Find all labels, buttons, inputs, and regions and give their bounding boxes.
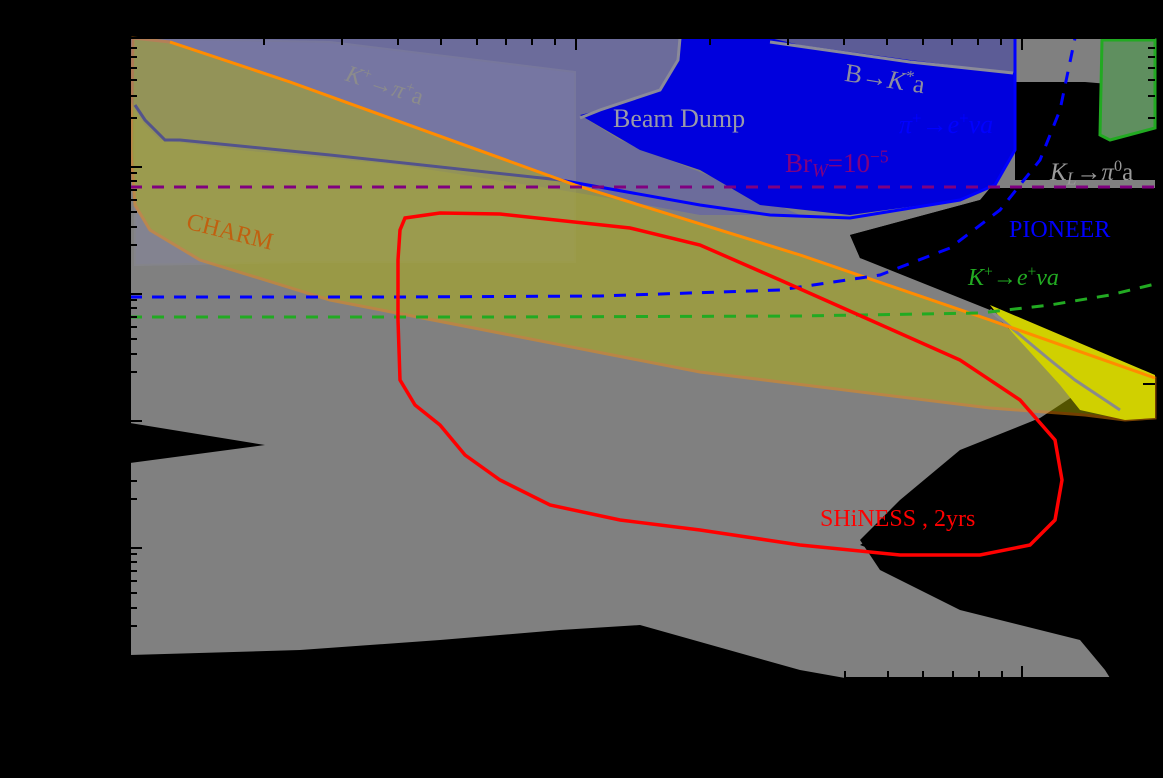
y-axis-ticks <box>130 47 142 627</box>
pi-charge: + <box>912 108 922 128</box>
b-kstar-a-region <box>770 38 1015 73</box>
pi-e-nu-a-boundary <box>133 38 1017 220</box>
black-cavity-2 <box>860 420 1155 640</box>
b-kstar-a-edge <box>769 40 1014 75</box>
x-axis-ticks-top <box>263 38 1023 50</box>
e-charge: + <box>959 108 969 128</box>
arrow: → <box>992 265 1017 291</box>
e-charge: + <box>1027 263 1037 281</box>
label-k-e-nu-a: K+→e+νa <box>968 263 1059 291</box>
x-axis-ticks-bottom <box>844 666 1023 678</box>
black-cavity-3 <box>850 188 1155 330</box>
label-shiness: SHiNESS , 2yrs <box>820 506 976 532</box>
axes-frame <box>129 37 1155 679</box>
black-cavity-top <box>1015 82 1085 180</box>
l-subscript: L <box>1066 168 1077 189</box>
arrow-pi: →π <box>1076 159 1114 186</box>
beam-dump-region <box>130 38 800 215</box>
pi-symbol: π <box>899 110 913 139</box>
label-brw: BrW=10−5 <box>785 148 889 181</box>
pi-e-nu-a-region <box>580 38 1015 215</box>
charm-edge-gray <box>989 308 1121 412</box>
br-text: Br <box>785 148 812 178</box>
k-charge: + <box>984 263 993 281</box>
nu-a: νa <box>1036 265 1059 291</box>
exponent: −5 <box>869 146 889 167</box>
kl-pi0-a-region <box>1098 38 1157 142</box>
charm-top-edge <box>169 40 1156 380</box>
shiness-contour <box>396 211 1064 557</box>
label-pi-e-nu-a: π+→e+νa <box>899 108 994 139</box>
label-kl-pi0-a: KL→π0a <box>1050 157 1134 189</box>
e-symbol: e <box>1016 265 1028 291</box>
k-pi-a-region <box>134 36 576 267</box>
kstar-symbol: K <box>885 64 908 97</box>
nu-a: νa <box>968 110 994 139</box>
y-axis-ticks-right <box>1143 47 1155 385</box>
k-symbol: K <box>968 265 985 291</box>
beam-dump-edge <box>579 37 682 120</box>
eq-text: =10 <box>827 148 870 178</box>
w-subscript: W <box>812 160 828 182</box>
arrow: → <box>921 110 948 139</box>
label-pioneer: PIONEER <box>1009 217 1111 243</box>
label-beam-dump: Beam Dump <box>613 104 746 133</box>
a-symbol: a <box>1122 159 1134 186</box>
k-symbol: K <box>1050 159 1067 186</box>
e-symbol: e <box>947 110 960 139</box>
zero-sup: 0 <box>1113 157 1123 176</box>
